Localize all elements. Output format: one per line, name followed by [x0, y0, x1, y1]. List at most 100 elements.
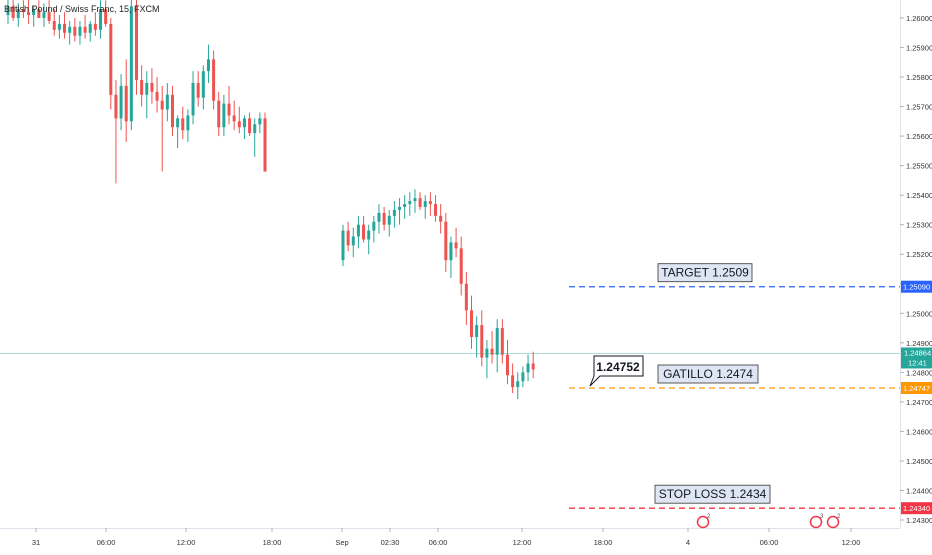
x-tick-label: 06:00: [429, 538, 448, 547]
current-price-label: 1.24864: [904, 348, 931, 357]
candle-body: [392, 209, 396, 216]
event-count-label: 3: [820, 514, 824, 520]
candle-body: [32, 9, 36, 16]
candle-body: [140, 80, 144, 95]
x-tick-label: 4: [686, 538, 690, 547]
candle-body: [114, 94, 118, 119]
trigger-axis-tag: [901, 382, 932, 395]
candle-body: [423, 201, 427, 207]
y-tick-label: 1.26000: [906, 14, 932, 23]
y-tick-label: 1.24800: [906, 368, 932, 377]
candle-body: [418, 198, 422, 207]
target-axis-tag: [901, 280, 932, 293]
current-price-tag: [901, 347, 932, 369]
x-tick-label: 12:00: [842, 538, 861, 547]
y-tick-label: 1.25300: [906, 221, 932, 230]
candle-body: [490, 348, 494, 355]
candle-body: [382, 212, 386, 225]
candle-body: [57, 23, 61, 30]
candle-body: [37, 9, 41, 18]
candle-body: [119, 85, 123, 119]
candle-body: [470, 310, 473, 337]
candle-body: [242, 118, 246, 128]
candle-body: [413, 198, 417, 202]
candle-body: [181, 118, 185, 131]
candle-body: [521, 372, 525, 382]
price-callout-box: [589, 355, 644, 387]
stop-loss-label: STOP LOSS 1.2434: [659, 487, 767, 501]
x-tick-label: Sep: [335, 538, 348, 547]
y-tick-label: 1.24600: [906, 427, 932, 436]
candle-body: [500, 328, 504, 355]
x-tick-label: 31: [32, 538, 40, 547]
candle-body: [109, 23, 113, 95]
candle-body: [201, 71, 205, 98]
candle-body: [428, 201, 432, 205]
candle-body: [47, 12, 51, 21]
candle-body: [248, 118, 252, 134]
price-callout-label: 1.24752: [596, 360, 640, 374]
event-count-label: 2: [707, 514, 711, 520]
chart-title: British Pound / Swiss Franc, 15, FXCM: [4, 4, 160, 14]
stop-loss-axis-label: 1.24340: [903, 504, 930, 513]
candle-body: [377, 212, 381, 222]
candle-body: [464, 283, 468, 311]
y-tick-label: 1.25600: [906, 132, 932, 141]
candle-body: [475, 325, 479, 337]
candle-body: [222, 103, 226, 128]
candle-body: [83, 26, 87, 33]
candle-body: [176, 118, 180, 128]
y-tick-label: 1.25800: [906, 73, 932, 82]
candle-body: [372, 221, 376, 231]
trigger-axis-label: 1.24747: [903, 384, 930, 393]
candle-body: [341, 230, 345, 261]
y-tick-label: 1.25200: [906, 250, 932, 259]
candle-body: [160, 100, 164, 110]
candle-body: [6, 6, 10, 16]
candle-body: [155, 91, 159, 101]
candle-body: [367, 230, 371, 240]
candle-body: [16, 9, 20, 18]
stop-loss-label-box: [654, 484, 771, 504]
candle-body: [232, 115, 236, 122]
candle-body: [99, 9, 103, 30]
candle-body: [511, 375, 515, 388]
y-tick-label: 1.24900: [906, 339, 932, 348]
candle-body: [263, 118, 267, 172]
candle-body: [253, 124, 257, 134]
candle-body: [237, 121, 241, 128]
y-tick-label: 1.25700: [906, 103, 932, 112]
candle-body: [196, 82, 200, 98]
candle-body: [104, 9, 108, 24]
candle-body: [186, 115, 190, 131]
stop-loss-axis-tag: [901, 502, 932, 515]
candle-body: [434, 204, 438, 216]
candle-body: [454, 242, 458, 249]
candle-body: [495, 328, 499, 355]
candle-body: [42, 12, 46, 18]
candle-body: [165, 94, 169, 110]
trigger-label: GATILLO 1.2474: [663, 367, 753, 381]
x-tick-label: 18:00: [594, 538, 613, 547]
trigger-label-box: [657, 364, 759, 384]
x-tick-label: 12:00: [177, 538, 196, 547]
candle-body: [505, 354, 509, 376]
candle-body: [170, 94, 174, 128]
y-tick-label: 1.25400: [906, 191, 932, 200]
target-label-box: [657, 263, 753, 283]
x-tick-label: 18:00: [263, 538, 282, 547]
candle-body: [52, 20, 56, 30]
candle-body: [346, 230, 350, 246]
candle-body: [444, 221, 448, 261]
candle-body: [88, 23, 92, 33]
candle-body: [526, 363, 530, 373]
candle-body: [227, 103, 231, 116]
candle-body: [459, 248, 463, 284]
x-tick-label: 06:00: [760, 538, 779, 547]
event-marker-icon: [696, 515, 710, 529]
candle-body: [398, 206, 402, 210]
event-count-label: 2: [837, 514, 841, 520]
candle-body: [362, 224, 366, 240]
